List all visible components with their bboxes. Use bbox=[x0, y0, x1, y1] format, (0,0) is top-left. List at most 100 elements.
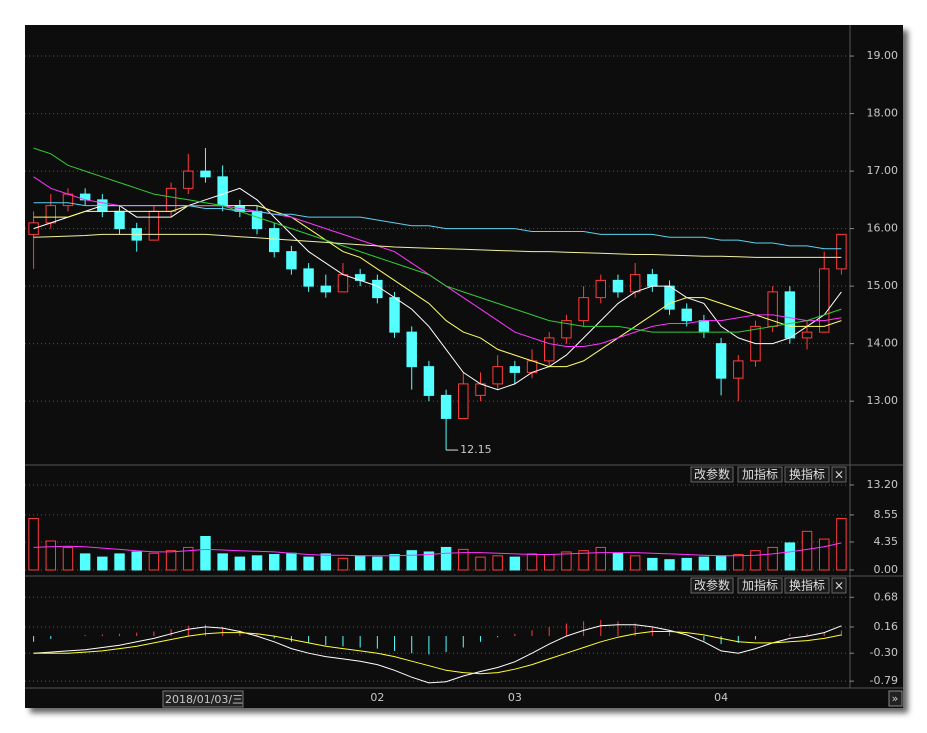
toolbar-button[interactable]: 改参数 bbox=[690, 466, 734, 483]
candle-body bbox=[492, 366, 503, 385]
volume-bar bbox=[131, 551, 142, 571]
y-tick-label: 18.00 bbox=[867, 107, 899, 120]
volume-bar bbox=[251, 555, 263, 571]
volume-bar bbox=[543, 554, 555, 571]
scroll-label: » bbox=[892, 692, 899, 705]
volume-bar bbox=[406, 550, 417, 571]
volume-bar bbox=[492, 555, 503, 571]
volume-bar bbox=[320, 553, 332, 571]
volume-bar bbox=[337, 557, 349, 571]
volume-bar bbox=[818, 538, 830, 571]
toolbar-button[interactable]: 加指标 bbox=[737, 466, 783, 483]
candle-body bbox=[423, 366, 435, 396]
volume-bar bbox=[647, 557, 658, 571]
candle-body bbox=[440, 394, 452, 419]
button-label: × bbox=[834, 468, 844, 482]
toolbar-button[interactable]: 加指标 bbox=[737, 577, 783, 594]
scroll-button[interactable]: » bbox=[888, 690, 903, 707]
low-annotation: 12.15 bbox=[460, 443, 492, 456]
button-frame bbox=[831, 466, 847, 483]
y-tick-label: 0.68 bbox=[874, 590, 899, 603]
candle-body bbox=[578, 297, 589, 322]
candle-body bbox=[251, 210, 263, 230]
volume-bar bbox=[629, 555, 641, 571]
candle-body bbox=[784, 291, 796, 339]
candle-body bbox=[286, 251, 297, 270]
candle-body bbox=[475, 383, 486, 396]
candle-body bbox=[28, 222, 39, 235]
toolbar-button[interactable]: × bbox=[831, 466, 847, 483]
volume-bar bbox=[303, 556, 314, 571]
date-tooltip-box bbox=[162, 690, 244, 708]
volume-bar bbox=[578, 550, 589, 571]
y-tick-label: 8.55 bbox=[874, 508, 899, 521]
volume-bar bbox=[801, 530, 813, 571]
y-tick-label: 13.00 bbox=[867, 394, 899, 407]
button-label: 换指标 bbox=[789, 467, 825, 482]
toolbar-button[interactable]: × bbox=[831, 577, 847, 594]
y-tick-label: 0.16 bbox=[874, 620, 899, 633]
volume-bar bbox=[268, 554, 280, 571]
volume-bar bbox=[79, 553, 91, 571]
volume-bar bbox=[28, 517, 39, 571]
button-frame bbox=[690, 466, 734, 483]
candle-body bbox=[268, 228, 280, 253]
toolbar-button[interactable]: 换指标 bbox=[784, 466, 830, 483]
volume-bar bbox=[509, 556, 521, 571]
candle-body bbox=[389, 297, 400, 333]
volume-bar bbox=[389, 554, 400, 571]
button-frame bbox=[784, 577, 830, 594]
candle-body bbox=[681, 308, 692, 322]
button-frame bbox=[737, 577, 783, 594]
volume-bar bbox=[45, 540, 57, 571]
y-tick-label: 4.35 bbox=[874, 535, 899, 548]
chart-frame bbox=[25, 25, 903, 708]
y-tick-label: -0.30 bbox=[870, 646, 898, 659]
y-tick-label: 16.00 bbox=[867, 222, 899, 235]
volume-bar bbox=[165, 550, 177, 571]
y-tick-label: 17.00 bbox=[867, 164, 899, 177]
volume-bar bbox=[526, 553, 538, 571]
candle-body bbox=[183, 170, 194, 189]
volume-bar bbox=[595, 546, 607, 571]
indicator-line bbox=[33, 202, 842, 250]
chart-layer: 19.00 18.00 17.00 16.00 15.00 14.00 13.00 12.15… bbox=[25, 49, 903, 708]
volume-bar bbox=[784, 542, 796, 571]
button-frame bbox=[737, 466, 783, 483]
volume-bar bbox=[733, 554, 744, 571]
candle-body bbox=[543, 337, 555, 362]
candle-body bbox=[200, 170, 211, 178]
volume-bar bbox=[458, 548, 469, 571]
date-tooltip: 2018/01/03/三 bbox=[165, 693, 243, 706]
candle-body bbox=[62, 193, 74, 207]
volume-bar bbox=[836, 517, 847, 571]
toolbar-button[interactable]: 换指标 bbox=[784, 577, 830, 594]
y-tick-label: 13.20 bbox=[867, 478, 899, 491]
candle-body bbox=[715, 343, 727, 379]
y-tick-label: -0.79 bbox=[870, 674, 898, 687]
candle-body bbox=[320, 285, 332, 293]
y-tick-label: 15.00 bbox=[867, 279, 899, 292]
toolbar-button[interactable]: 改参数 bbox=[690, 577, 734, 594]
volume-bar bbox=[750, 550, 761, 571]
candle-body bbox=[647, 274, 658, 287]
volume-bar bbox=[664, 559, 675, 571]
candle-body bbox=[337, 274, 349, 293]
candle-body bbox=[836, 233, 847, 270]
x-tick-label: 02 bbox=[370, 691, 384, 704]
volume-bar bbox=[354, 555, 366, 571]
button-label: × bbox=[834, 579, 844, 593]
indicator-line bbox=[33, 624, 842, 684]
candle-body bbox=[801, 331, 813, 339]
volume-bar bbox=[767, 546, 778, 571]
candle-body bbox=[165, 187, 177, 212]
volume-bar bbox=[62, 546, 74, 571]
indicator-line bbox=[33, 147, 842, 333]
x-tick-label: 04 bbox=[714, 691, 728, 704]
x-tick-label: 03 bbox=[508, 691, 522, 704]
volume-bar bbox=[475, 556, 486, 571]
button-frame bbox=[831, 577, 847, 594]
volume-bar bbox=[440, 546, 452, 571]
volume-bar bbox=[97, 556, 108, 571]
